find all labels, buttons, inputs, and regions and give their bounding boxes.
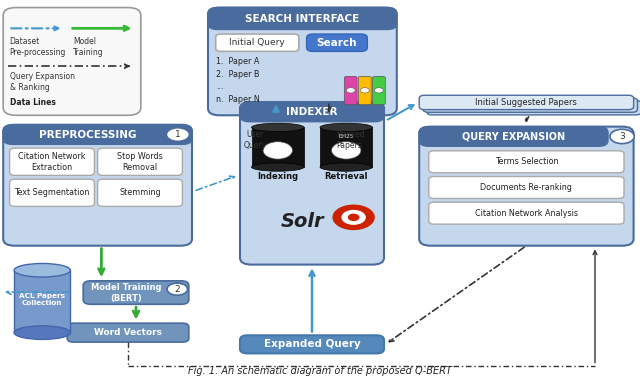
Text: Documents Re-ranking: Documents Re-ranking [481, 183, 572, 192]
FancyBboxPatch shape [67, 323, 189, 342]
Circle shape [374, 88, 383, 93]
Ellipse shape [320, 163, 372, 171]
Text: INDEXER: INDEXER [286, 107, 338, 117]
Text: BM25: BM25 [339, 133, 354, 139]
Text: Query Expansion
& Ranking: Query Expansion & Ranking [10, 72, 75, 92]
Circle shape [342, 211, 365, 224]
FancyBboxPatch shape [10, 179, 95, 206]
Text: Search: Search [317, 38, 357, 48]
Text: Initial Query: Initial Query [229, 38, 285, 47]
FancyBboxPatch shape [423, 98, 637, 112]
Bar [320, 127, 372, 167]
Text: 3: 3 [620, 132, 625, 141]
FancyBboxPatch shape [208, 8, 397, 115]
Ellipse shape [252, 123, 304, 132]
Text: Text Segmentation: Text Segmentation [14, 188, 90, 197]
FancyBboxPatch shape [240, 102, 384, 265]
Text: QUERY EXPANSION: QUERY EXPANSION [462, 132, 565, 141]
FancyBboxPatch shape [97, 148, 182, 175]
FancyBboxPatch shape [419, 127, 634, 246]
Text: Retrieval: Retrieval [324, 172, 368, 181]
Text: Initial Suggested Papers: Initial Suggested Papers [476, 98, 577, 107]
Circle shape [610, 129, 634, 144]
Ellipse shape [252, 163, 304, 171]
Circle shape [349, 214, 359, 220]
Circle shape [167, 283, 188, 295]
Text: 1.  Paper A
2.  Paper B
...
n.  Paper N: 1. Paper A 2. Paper B ... n. Paper N [216, 57, 260, 104]
Text: Dataset
Pre-processing: Dataset Pre-processing [10, 37, 66, 57]
FancyBboxPatch shape [240, 335, 384, 353]
FancyBboxPatch shape [10, 148, 95, 175]
Text: Indexing: Indexing [257, 172, 298, 181]
Text: Model
Training: Model Training [73, 37, 104, 57]
Text: Solr: Solr [280, 212, 324, 231]
Text: PREPROCESSING: PREPROCESSING [39, 130, 137, 139]
Text: Citation Network Analysis: Citation Network Analysis [475, 209, 578, 218]
Ellipse shape [320, 123, 372, 132]
FancyBboxPatch shape [429, 151, 624, 173]
Circle shape [360, 88, 369, 93]
Text: Expanded Query: Expanded Query [264, 339, 360, 349]
Text: SEARCH INTERFACE: SEARCH INTERFACE [245, 14, 360, 23]
Circle shape [166, 128, 189, 141]
Text: User
Query: User Query [244, 130, 267, 150]
Text: Fig. 1. An schematic diagram of the proposed Q-BERT: Fig. 1. An schematic diagram of the prop… [188, 366, 452, 376]
Circle shape [263, 142, 292, 159]
FancyBboxPatch shape [358, 76, 371, 105]
FancyBboxPatch shape [344, 76, 357, 105]
FancyBboxPatch shape [307, 34, 367, 51]
Bar [14, 270, 70, 333]
FancyBboxPatch shape [372, 76, 385, 105]
Circle shape [332, 142, 361, 159]
FancyBboxPatch shape [83, 281, 189, 304]
FancyBboxPatch shape [3, 125, 192, 144]
Text: Data Lines: Data Lines [10, 98, 56, 107]
Text: Citation Network
Extraction: Citation Network Extraction [19, 152, 86, 172]
FancyBboxPatch shape [216, 34, 299, 51]
FancyBboxPatch shape [429, 202, 624, 224]
Text: Word Vectors: Word Vectors [94, 328, 162, 337]
Text: 2: 2 [175, 285, 180, 294]
FancyBboxPatch shape [3, 8, 141, 115]
FancyBboxPatch shape [208, 8, 397, 29]
Text: Stop Words
Removal: Stop Words Removal [117, 152, 163, 172]
FancyBboxPatch shape [3, 125, 192, 246]
Ellipse shape [14, 326, 70, 339]
FancyBboxPatch shape [427, 101, 640, 115]
FancyBboxPatch shape [97, 179, 182, 206]
Circle shape [346, 88, 355, 93]
FancyBboxPatch shape [419, 95, 634, 110]
Text: ACL Papers
Collection: ACL Papers Collection [19, 293, 65, 306]
Text: Model Training
(BERT): Model Training (BERT) [91, 282, 162, 303]
Text: Terms Selection: Terms Selection [495, 157, 558, 166]
FancyBboxPatch shape [240, 102, 384, 122]
Circle shape [333, 205, 374, 229]
Bar [252, 127, 304, 167]
Text: 1: 1 [175, 130, 180, 139]
Text: Ranked
Papers: Ranked Papers [337, 130, 365, 150]
Text: Stemming: Stemming [119, 188, 161, 197]
FancyBboxPatch shape [419, 127, 608, 146]
Ellipse shape [14, 263, 70, 277]
FancyBboxPatch shape [429, 177, 624, 198]
